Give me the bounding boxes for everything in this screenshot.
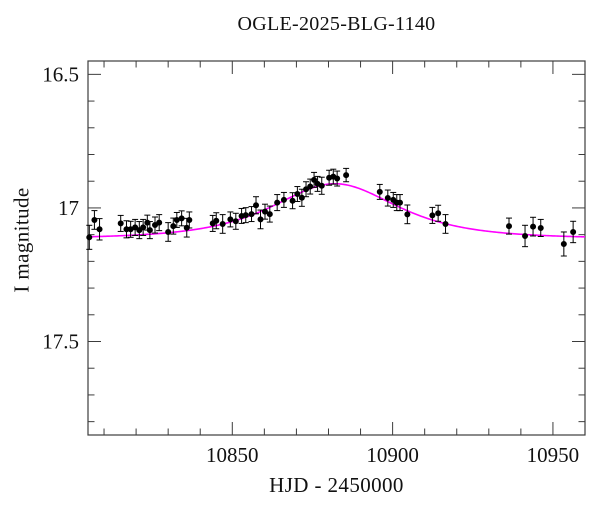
data-point <box>280 196 287 203</box>
data-point <box>86 234 93 241</box>
y-axis-label: I magnitude <box>9 187 34 293</box>
data-point <box>186 216 193 223</box>
data-point <box>343 172 350 179</box>
data-point <box>522 232 529 239</box>
plot-frame <box>87 60 586 436</box>
data-point <box>146 227 153 234</box>
data-point <box>242 212 249 219</box>
data-point <box>91 216 98 223</box>
data-point <box>560 240 567 247</box>
data-point <box>307 183 314 190</box>
data-point <box>376 188 383 195</box>
data-point <box>266 211 273 218</box>
data-point <box>537 224 544 231</box>
data-point <box>253 202 260 209</box>
data-point <box>435 210 442 217</box>
x-tick-label: 10950 <box>527 443 580 467</box>
data-point <box>227 216 234 223</box>
data-point <box>274 199 281 206</box>
data-point <box>303 186 310 193</box>
y-tick-label: 17 <box>58 196 79 220</box>
data-point <box>396 199 403 206</box>
data-point <box>429 212 436 219</box>
data-point <box>289 197 296 204</box>
data-point <box>96 226 103 233</box>
model-curve <box>87 182 586 238</box>
data-point <box>165 228 172 235</box>
data-point <box>318 182 325 189</box>
data-point <box>530 223 537 230</box>
data-point <box>178 215 185 222</box>
y-tick-label: 17.5 <box>42 330 79 354</box>
data-point <box>506 223 513 230</box>
data-point <box>311 176 318 183</box>
data-point <box>156 219 163 226</box>
data-point <box>261 208 268 215</box>
data-point <box>144 219 151 226</box>
x-tick-label: 10850 <box>206 443 259 467</box>
data-point <box>219 220 226 227</box>
data-point <box>384 195 391 202</box>
data-point <box>132 224 139 231</box>
data-point <box>298 194 305 201</box>
data-point <box>334 175 341 182</box>
data-point <box>213 217 220 224</box>
y-tick-label: 16.5 <box>42 62 79 86</box>
data-point <box>442 220 449 227</box>
data-point <box>570 228 577 235</box>
chart-title: OGLE-2025-BLG-1140 <box>237 13 436 35</box>
data-points <box>86 167 577 257</box>
x-tick-label: 10900 <box>366 443 419 467</box>
data-point <box>232 218 239 225</box>
axis-ticks <box>88 61 585 435</box>
data-point <box>140 224 147 231</box>
data-point <box>294 191 301 198</box>
data-point <box>173 216 180 223</box>
x-axis-label: HJD - 2450000 <box>269 473 404 497</box>
data-point <box>404 211 411 218</box>
data-point <box>117 220 124 227</box>
